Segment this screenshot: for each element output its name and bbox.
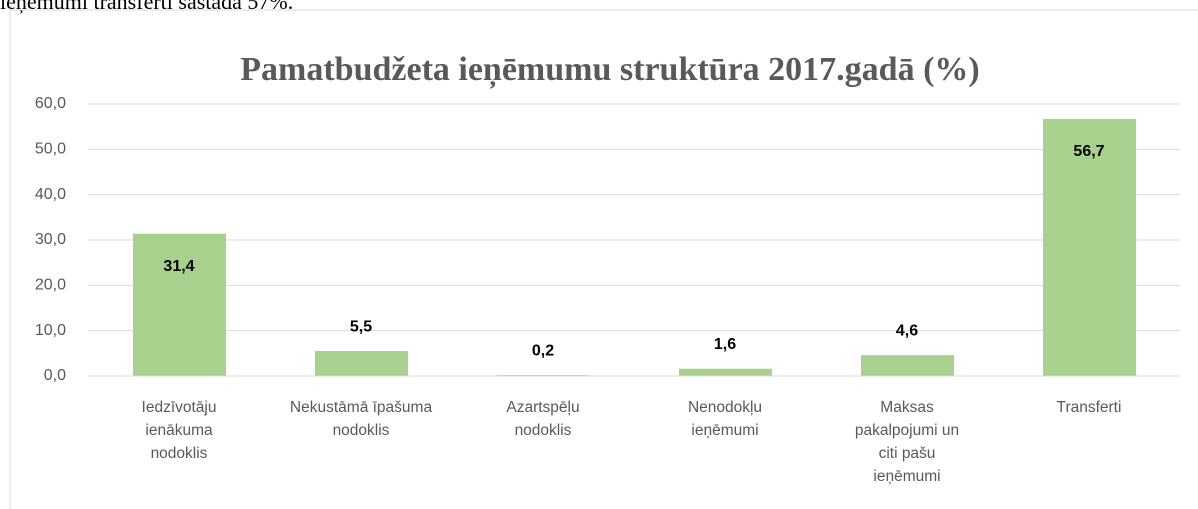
data-label: 31,4: [163, 258, 194, 275]
chart-title: Pamatbudžeta ieņēmumu struktūra 2017.gad…: [240, 51, 979, 89]
y-tick-label: 10,0: [35, 322, 66, 339]
data-label: 56,7: [1073, 143, 1104, 160]
x-tick-label: Azartspēļu nodoklis: [506, 399, 580, 439]
x-tick-label: Iedzīvotāju ienākuma nodoklis: [141, 399, 217, 462]
bar: [133, 233, 226, 376]
data-label: 1,6: [714, 336, 736, 353]
y-tick-label: 40,0: [35, 186, 66, 203]
y-tick-label: 0,0: [44, 367, 66, 384]
x-tick-label: Nekustāmā īpašuma nodoklis: [289, 399, 433, 439]
bar: [1043, 118, 1136, 377]
bar: [861, 355, 954, 376]
y-tick-label: 50,0: [35, 141, 66, 158]
x-tick-label: Transferti: [1056, 399, 1122, 416]
data-label: 0,2: [532, 342, 554, 359]
data-label: 5,5: [350, 318, 372, 335]
y-tick-label: 60,0: [35, 95, 66, 112]
bar: [679, 368, 772, 376]
data-label: 4,6: [896, 322, 918, 339]
x-tick-label: Nenodokļu ieņēmumi: [687, 399, 763, 439]
bar: [315, 351, 408, 376]
y-tick-label: 30,0: [35, 231, 66, 248]
y-tick-label: 20,0: [35, 277, 66, 294]
x-tick-label: Maksas pakalpojumi un citi pašu ieņēmumi: [854, 399, 960, 485]
